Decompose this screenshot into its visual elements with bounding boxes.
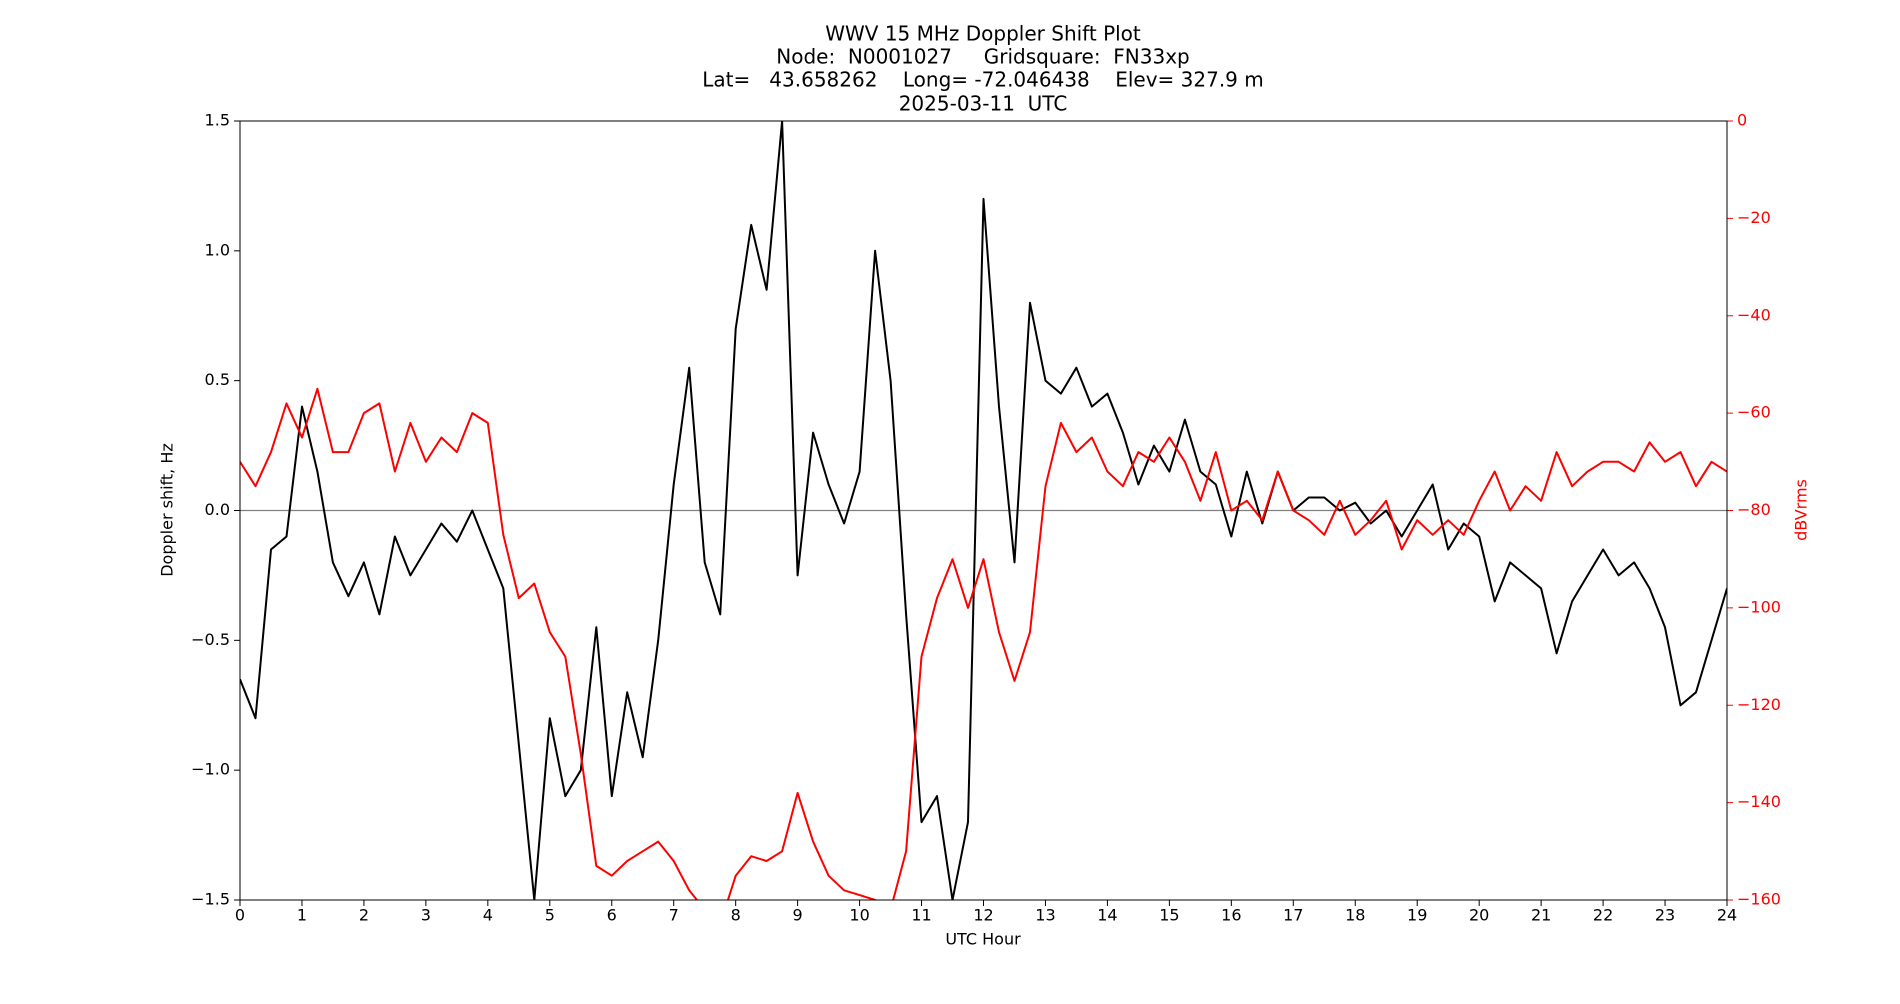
x-tick-label: 17 xyxy=(1283,906,1303,925)
x-tick-label: 2 xyxy=(359,906,369,925)
y-tick-label: 0.5 xyxy=(205,370,230,389)
y2-tick-label: −60 xyxy=(1737,403,1771,422)
chart-title: WWV 15 MHz Doppler Shift Plot xyxy=(825,22,1141,46)
x-tick-label: 22 xyxy=(1593,906,1613,925)
data-line xyxy=(240,387,1727,900)
y2-tick-label: −120 xyxy=(1737,695,1781,714)
x-tick-label: 15 xyxy=(1159,906,1179,925)
y2-tick-label: −160 xyxy=(1737,890,1781,909)
x-tick-label: 20 xyxy=(1469,906,1489,925)
x-tick-label: 9 xyxy=(793,906,803,925)
x-tick-label: 18 xyxy=(1345,906,1365,925)
plot-frame xyxy=(239,120,1728,901)
y2-tick-label: −20 xyxy=(1737,208,1771,227)
y2-tick-label: −80 xyxy=(1737,500,1771,519)
x-tick-label: 4 xyxy=(483,906,493,925)
x-tick-label: 13 xyxy=(1035,906,1055,925)
x-tick-label: 12 xyxy=(973,906,993,925)
x-tick-label: 1 xyxy=(297,906,307,925)
x-tick-label: 5 xyxy=(545,906,555,925)
y-axis-label: Doppler shift, Hz xyxy=(158,443,177,577)
y-tick-label: 1.0 xyxy=(205,240,230,259)
y2-tick-label: −100 xyxy=(1737,597,1781,616)
x-tick-label: 6 xyxy=(607,906,617,925)
x-tick-label: 8 xyxy=(731,906,741,925)
data-line xyxy=(240,121,1727,900)
y2-tick-label: 0 xyxy=(1737,111,1747,130)
x-tick-label: 3 xyxy=(421,906,431,925)
y2-tick-label: −140 xyxy=(1737,792,1781,811)
y-tick-label: −1.0 xyxy=(191,760,230,779)
y-tick-label: 1.5 xyxy=(205,111,230,130)
chart-subtitle: 2025-03-11 UTC xyxy=(899,92,1068,116)
chart-subtitle: Lat= 43.658262 Long= -72.046438 Elev= 32… xyxy=(702,68,1264,92)
x-tick-label: 14 xyxy=(1097,906,1117,925)
x-axis-label: UTC Hour xyxy=(945,930,1021,949)
y-tick-label: 0.0 xyxy=(205,500,230,519)
x-tick-label: 10 xyxy=(849,906,869,925)
x-tick-label: 7 xyxy=(669,906,679,925)
x-tick-label: 16 xyxy=(1221,906,1241,925)
y2-axis-label: dBVrms xyxy=(1792,479,1811,541)
x-tick-label: 19 xyxy=(1407,906,1427,925)
y2-tick-label: −40 xyxy=(1737,305,1771,324)
y-tick-label: −1.5 xyxy=(191,890,230,909)
x-tick-label: 21 xyxy=(1531,906,1551,925)
x-tick-label: 0 xyxy=(235,906,245,925)
chart-subtitle: Node: N0001027 Gridsquare: FN33xp xyxy=(776,45,1189,69)
x-tick-label: 23 xyxy=(1655,906,1675,925)
x-tick-label: 24 xyxy=(1717,906,1737,925)
x-tick-label: 11 xyxy=(911,906,931,925)
y-tick-label: −0.5 xyxy=(191,630,230,649)
